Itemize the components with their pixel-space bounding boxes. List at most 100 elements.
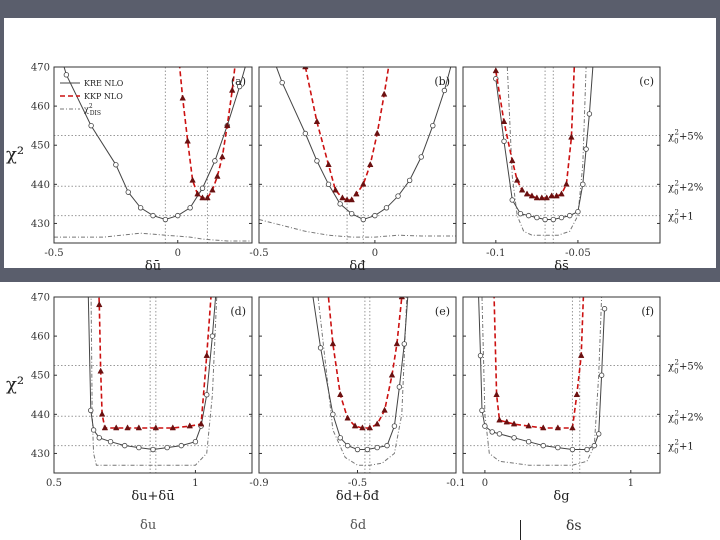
threshold-label-base: χ (668, 131, 674, 142)
kkp-data-point (169, 424, 177, 431)
kkp-data-point (96, 301, 103, 308)
legend-kre-label: KRE NLO (84, 79, 124, 88)
kkp-data-point (388, 371, 396, 378)
kkp-data-point (510, 420, 518, 427)
kre-data-point (517, 210, 524, 217)
threshold-label-sub: 0 (674, 448, 678, 456)
kkp-data-point (496, 416, 503, 423)
kre-data-point (586, 111, 593, 117)
kkp-data-point (95, 263, 101, 268)
kre-data-point (113, 162, 119, 168)
threshold-label-sub: 0 (674, 218, 678, 226)
x-tick-label: 1 (192, 478, 198, 489)
kre-data-point (360, 216, 366, 223)
kkp-data-point (581, 274, 587, 279)
kkp-series-line (327, 297, 403, 429)
y-tick-label: 440 (31, 410, 50, 421)
kre-series-line (275, 67, 452, 221)
kkp-data-point (528, 192, 536, 199)
kkp-data-point (513, 176, 521, 183)
x-tick-label: 0.5 (46, 478, 62, 489)
kkp-data-point (203, 351, 210, 358)
legend: KRE NLO KKP NLO χ2 DIS (60, 79, 124, 117)
kkp-data-point (179, 94, 186, 101)
kre-data-point (344, 442, 351, 449)
kkp-data-point (540, 424, 547, 431)
plot-area (54, 263, 252, 473)
x-tick-label: 1 (628, 478, 634, 489)
kre-data-point (477, 352, 484, 359)
threshold-label-tail: +2% (679, 182, 703, 193)
kre-data-point (137, 205, 144, 211)
panel-tag: (e) (435, 305, 450, 318)
kre-data-point (592, 45, 597, 50)
kre-data-point (175, 212, 181, 219)
kkp-data-point (214, 172, 221, 179)
kkp-data-point (366, 424, 374, 431)
kre-data-point (150, 446, 156, 453)
y-tick-label: 470 (31, 63, 50, 74)
threshold-label-sup: 2 (675, 358, 679, 366)
kkp-data-point (113, 424, 120, 431)
chart-panel-d: 430 440 450 460 470 0.5 1 δu+δū (d) χ² (6, 263, 253, 504)
kre-data-point (384, 442, 390, 449)
kre-data-point (330, 411, 336, 418)
kkp-data-point (344, 414, 351, 421)
dis-series-line (317, 297, 408, 466)
cutoff-divider (520, 520, 521, 540)
plot-area (463, 45, 660, 243)
kkp-data-point (124, 424, 131, 431)
kre-data-point (150, 212, 156, 219)
kkp-data-point (577, 351, 585, 358)
dis-series-line (90, 297, 218, 466)
kkp-data-point (558, 190, 565, 197)
kre-data-point (569, 446, 576, 453)
kre-data-point (136, 444, 142, 451)
dis-series-line (54, 232, 252, 242)
threshold-label: χ02+1 (668, 439, 694, 456)
kre-data-point (96, 435, 102, 441)
kre-data-point (580, 181, 586, 188)
threshold-label-sup: 2 (675, 439, 679, 447)
y-tick-label: 450 (31, 371, 50, 382)
y-tick-label: 450 (31, 141, 50, 152)
x-tick-label: -0.5 (44, 248, 63, 259)
kre-data-point (47, 14, 52, 19)
y-tick-label: 460 (31, 332, 50, 343)
kkp-data-point (189, 176, 196, 183)
kkp-series-line (495, 67, 576, 199)
kkp-data-point (224, 121, 231, 128)
threshold-label-sub: 0 (674, 367, 678, 375)
kkp-data-point (492, 67, 500, 74)
kre-data-point (591, 442, 598, 449)
dis-series-line (259, 219, 456, 238)
kre-data-point (479, 407, 485, 414)
threshold-label-base: χ (668, 212, 674, 223)
kre-data-point (86, 275, 91, 280)
threshold-label-tail: +2% (679, 412, 703, 423)
kkp-data-point (573, 391, 581, 398)
kkp-data-point (325, 161, 332, 168)
threshold-label-base: χ (668, 361, 674, 372)
panel-frame (53, 296, 253, 474)
top-frame-bar (0, 0, 720, 18)
threshold-label: χ02+2% (668, 409, 703, 426)
left-frame-bar (0, 0, 4, 270)
kre-data-point (192, 439, 199, 445)
kkp-data-point (572, 56, 578, 61)
kre-data-point (441, 87, 448, 94)
kre-data-point (525, 212, 532, 219)
x-tick-label: -0.1 (486, 248, 505, 259)
kkp-data-point (209, 186, 216, 193)
kre-data-point (164, 444, 170, 451)
kkp-data-point (337, 391, 344, 398)
x-tick-label: 0 (372, 248, 378, 259)
threshold-label: χ02+5% (668, 358, 703, 375)
kkp-series-line (98, 297, 212, 429)
kkp-data-point (398, 297, 406, 300)
panel-frame (258, 66, 457, 244)
kre-data-point (511, 435, 517, 441)
dis-series-line (481, 297, 603, 466)
threshold-label-tail: +1 (679, 442, 694, 453)
